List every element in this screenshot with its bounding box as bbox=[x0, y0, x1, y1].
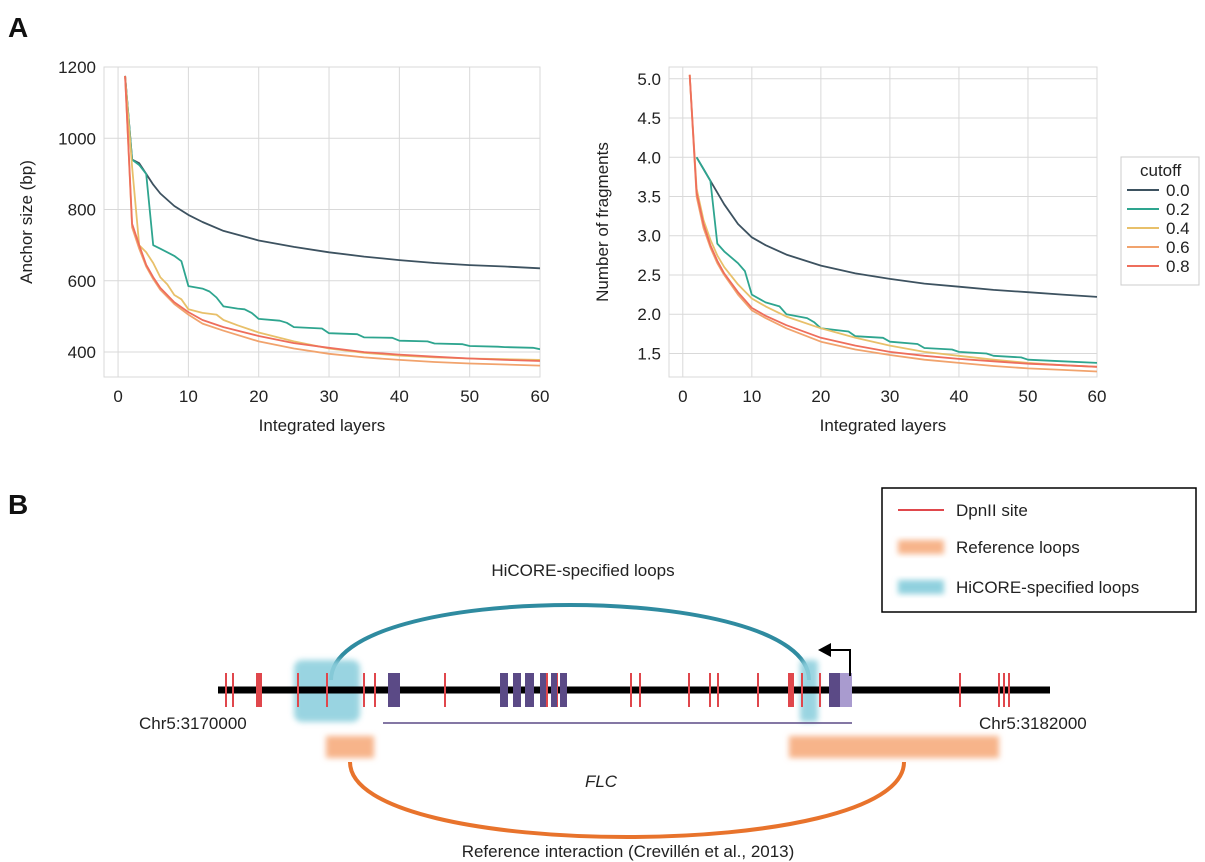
tss-arrow-icon bbox=[818, 643, 831, 657]
c1-series-0-2-line bbox=[124, 75, 540, 351]
c2-ytick-label: 5.0 bbox=[637, 70, 661, 89]
c1-series-0-0-line bbox=[124, 75, 540, 270]
legend-title: cutoff bbox=[1140, 161, 1182, 180]
legend-label-0-2: 0.2 bbox=[1166, 200, 1190, 219]
legend-label-0-0: 0.0 bbox=[1166, 181, 1190, 200]
reference-loops-legend-label: Reference loops bbox=[956, 538, 1080, 557]
flc-exon bbox=[829, 673, 840, 707]
anchor-size-chart: 0 10 20 30 40 50 60 400 600 800 1000 1200 Integrate… bbox=[17, 58, 549, 435]
legend-label-0-6: 0.6 bbox=[1166, 238, 1190, 257]
chart1-plot-area bbox=[103, 66, 541, 378]
c1-ytick-label: 400 bbox=[68, 343, 96, 362]
dpnii-legend-label: DpnII site bbox=[956, 501, 1028, 520]
c2-xtick-label: 40 bbox=[949, 387, 968, 406]
c2-xtick-label: 10 bbox=[742, 387, 761, 406]
c2-series-0-4-line bbox=[688, 74, 1097, 368]
flc-exon-utr bbox=[840, 673, 852, 707]
chart1-series bbox=[124, 75, 540, 367]
c1-series-0-8-line bbox=[124, 75, 540, 362]
c2-ytick-label: 2.0 bbox=[637, 305, 661, 324]
flc-exon bbox=[551, 673, 557, 707]
c2-ytick-label: 1.5 bbox=[637, 344, 661, 363]
flc-locus-diagram: DpnII site Reference loops HiCORE-specif… bbox=[139, 487, 1197, 861]
flc-exon bbox=[500, 673, 508, 707]
c2-xtick-label: 50 bbox=[1019, 387, 1038, 406]
legend-label-0-4: 0.4 bbox=[1166, 219, 1190, 238]
fragment-count-chart: 0 10 20 30 40 50 60 1.5 2.0 2.5 3.0 3.5 4.0 4.5 5.0 In… bbox=[593, 66, 1106, 435]
flc-exon bbox=[513, 673, 521, 707]
panel-label-a: A bbox=[8, 12, 28, 43]
chart2-ticks: 0 10 20 30 40 50 60 1.5 2.0 2.5 3.0 3.5 4.0 4.5 5.0 bbox=[637, 70, 1106, 406]
c1-xtick-label: 10 bbox=[179, 387, 198, 406]
c1-xtick-label: 30 bbox=[320, 387, 339, 406]
c1-series-0-6-line bbox=[124, 75, 540, 367]
c1-xtick-label: 0 bbox=[113, 387, 122, 406]
c1-series-0-4-line bbox=[124, 75, 540, 361]
chart2-plot-area bbox=[668, 66, 1098, 378]
c2-ytick-label: 3.5 bbox=[637, 187, 661, 206]
chart2-xlabel: Integrated layers bbox=[820, 416, 947, 435]
chart2-ylabel: Number of fragments bbox=[593, 142, 612, 302]
chart2-grid bbox=[669, 67, 1098, 377]
hicore-loops-legend-label: HiCORE-specified loops bbox=[956, 578, 1139, 597]
c2-xtick-label: 0 bbox=[678, 387, 687, 406]
flc-exons bbox=[388, 673, 852, 707]
c1-xtick-label: 60 bbox=[531, 387, 550, 406]
reference-anchor-left bbox=[326, 736, 374, 758]
c2-xtick-label: 20 bbox=[811, 387, 830, 406]
chart1-grid bbox=[104, 66, 541, 377]
reference-anchor-right bbox=[789, 736, 999, 758]
panel-label-b: B bbox=[8, 489, 28, 520]
c1-xtick-label: 20 bbox=[249, 387, 268, 406]
left-coordinate: Chr5:3170000 bbox=[139, 714, 247, 733]
c2-xtick-label: 60 bbox=[1088, 387, 1107, 406]
c1-ytick-label: 800 bbox=[68, 201, 96, 220]
dpnii-site bbox=[788, 673, 794, 707]
c2-ytick-label: 3.0 bbox=[637, 227, 661, 246]
c1-xtick-label: 40 bbox=[390, 387, 409, 406]
c2-series-0-0-line bbox=[695, 156, 1097, 298]
c2-series-0-2-line bbox=[695, 156, 1097, 364]
c1-ytick-label: 1200 bbox=[58, 58, 96, 77]
chart2-series bbox=[688, 74, 1097, 373]
hicore-loop-arc-label: HiCORE-specified loops bbox=[491, 561, 674, 580]
reference-interaction-label: Reference interaction (Crevillén et al.,… bbox=[462, 842, 795, 861]
c1-ytick-label: 600 bbox=[68, 272, 96, 291]
c2-ytick-label: 4.5 bbox=[637, 109, 661, 128]
hicore-loops-legend-swatch bbox=[898, 580, 944, 594]
legend-box bbox=[1120, 156, 1200, 286]
chart1-ticks: 0 10 20 30 40 50 60 400 600 800 1000 1200 bbox=[58, 58, 549, 406]
right-coordinate: Chr5:3182000 bbox=[979, 714, 1087, 733]
c1-ytick-label: 1000 bbox=[58, 129, 96, 148]
c2-ytick-label: 2.5 bbox=[637, 266, 661, 285]
dpnii-site bbox=[256, 673, 262, 707]
legend-label-0-8: 0.8 bbox=[1166, 257, 1190, 276]
tss-arrow-stem bbox=[830, 649, 851, 676]
flc-exon bbox=[540, 673, 546, 707]
legend-items: 0.00.20.40.60.8 bbox=[1127, 181, 1190, 276]
cutoff-legend: cutoff 0.00.20.40.60.8 bbox=[1120, 156, 1200, 286]
flc-gene-label: FLC bbox=[585, 772, 618, 791]
chart1-xlabel: Integrated layers bbox=[259, 416, 386, 435]
hicore-loop-arc bbox=[329, 603, 811, 681]
c2-series-0-6-line bbox=[688, 74, 1097, 373]
chart1-ylabel: Anchor size (bp) bbox=[17, 160, 36, 284]
reference-interaction-arc bbox=[348, 761, 906, 839]
c2-xtick-label: 30 bbox=[880, 387, 899, 406]
c2-ytick-label: 4.0 bbox=[637, 148, 661, 167]
c1-xtick-label: 50 bbox=[460, 387, 479, 406]
reference-loops-legend-swatch bbox=[898, 540, 944, 554]
flc-exon bbox=[525, 673, 534, 707]
flc-exon bbox=[388, 673, 400, 707]
flc-exon bbox=[560, 673, 567, 707]
c2-series-0-8-line bbox=[688, 74, 1097, 368]
